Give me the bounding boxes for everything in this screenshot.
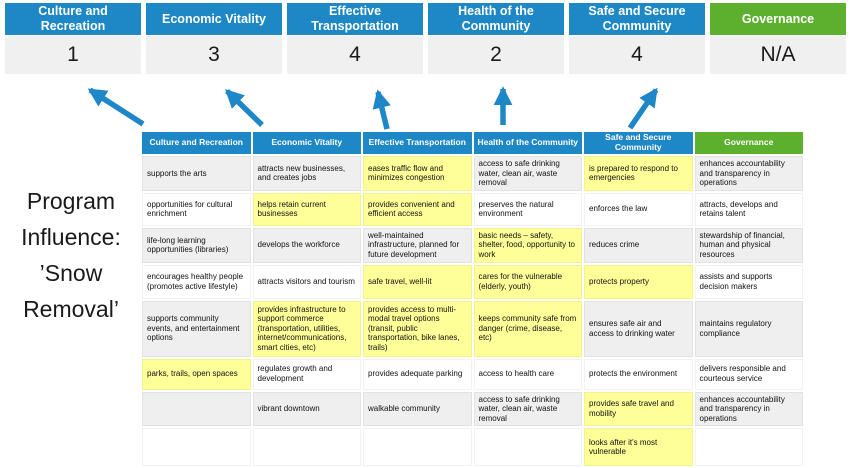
matrix-cell: opportunities for cultural enrichment <box>142 192 251 226</box>
matrix-cell: provides convenient and efficient access <box>363 192 472 226</box>
program-label-line: Program <box>26 188 116 214</box>
matrix-cell: cares for the vulnerable (elderly, youth… <box>473 264 582 299</box>
matrix-row: vibrant downtown walkable community access… <box>142 391 803 427</box>
summary-header-cell: Health of the Community <box>428 3 564 35</box>
program-label-line: ’Snow <box>39 260 103 286</box>
matrix-cell <box>142 428 251 467</box>
matrix-cell: access to safe drinking water, clean air… <box>473 391 582 427</box>
matrix-cell: provides infrastructure to support comme… <box>252 300 361 357</box>
summary-column: Culture and Recreation 1 <box>5 3 141 74</box>
matrix-row: looks after it's most vulnerable <box>142 428 803 467</box>
matrix-cell: access to health care <box>473 358 582 390</box>
summary-column: Effective Transportation 4 <box>287 3 423 74</box>
summary-score: N/A <box>710 36 846 74</box>
matrix-cell: parks, trails, open spaces <box>142 358 251 390</box>
matrix-cell: enforces the law <box>584 192 693 226</box>
summary-score: 3 <box>146 36 282 74</box>
matrix-cell: provides safe travel and mobility <box>584 391 693 427</box>
matrix-header-row: Culture and Recreation Economic Vitality E… <box>142 132 803 154</box>
up-arrow-transportation <box>372 89 391 130</box>
matrix-cell: is prepared to respond to emergencies <box>584 156 693 191</box>
matrix-cell: eases traffic flow and minimizes congest… <box>363 156 472 191</box>
summary-header-cell: Culture and Recreation <box>5 3 141 35</box>
summary-column: Governance N/A <box>710 3 846 74</box>
matrix-cell: ensures safe air and access to drinking … <box>584 300 693 357</box>
summary-column: Health of the Community 2 <box>428 3 564 74</box>
matrix-row: parks, trails, open spaces regulates grow… <box>142 358 803 390</box>
matrix-cell: keeps community safe from danger (crime,… <box>473 300 582 357</box>
matrix-header-cell: Governance <box>694 132 803 154</box>
matrix-cell: helps retain current businesses <box>252 192 361 226</box>
matrix-body: supports the arts attracts new businesses… <box>142 156 803 467</box>
summary-table: Culture and Recreation 1 Economic Vitality… <box>5 3 846 74</box>
matrix-header-cell: Effective Transportation <box>363 132 472 154</box>
matrix-cell <box>142 391 251 427</box>
matrix-cell: provides access to multi-modal travel op… <box>363 300 472 357</box>
matrix-row: supports the arts attracts new businesses… <box>142 156 803 191</box>
summary-header-cell: Effective Transportation <box>287 3 423 35</box>
matrix-cell: supports the arts <box>142 156 251 191</box>
matrix-row: encourages healthy people (promotes acti… <box>142 264 803 299</box>
program-influence-label: Program Influence: ’Snow Removal’ <box>0 183 142 327</box>
matrix-cell: attracts visitors and tourism <box>252 264 361 299</box>
summary-score: 1 <box>5 36 141 74</box>
matrix-cell: access to safe drinking water, clean air… <box>473 156 582 191</box>
matrix-header-cell: Health of the Community <box>473 132 582 154</box>
matrix-cell: assists and supports decision makers <box>694 264 803 299</box>
matrix-cell: walkable community <box>363 391 472 427</box>
matrix-cell: reduces crime <box>584 227 693 263</box>
program-label-line: Influence: <box>21 224 121 250</box>
program-label-line: Removal’ <box>23 296 119 322</box>
matrix-cell: supports community events, and entertain… <box>142 300 251 357</box>
summary-header-cell: Governance <box>710 3 846 35</box>
up-arrow-economic <box>225 89 264 127</box>
summary-score: 4 <box>287 36 423 74</box>
matrix-row: opportunities for cultural enrichment hel… <box>142 192 803 226</box>
matrix-row: life-long learning opportunities (librar… <box>142 227 803 263</box>
matrix-cell: attracts new businesses, and creates job… <box>252 156 361 191</box>
matrix-cell: maintains regulatory compliance <box>694 300 803 357</box>
matrix-cell: encourages healthy people (promotes acti… <box>142 264 251 299</box>
matrix-cell: enhances accountability and transparency… <box>694 156 803 191</box>
matrix-header-cell: Culture and Recreation <box>142 132 251 154</box>
summary-header-cell: Safe and Secure Community <box>569 3 705 35</box>
matrix-row: supports community events, and entertain… <box>142 300 803 357</box>
up-arrow-culture <box>87 87 145 127</box>
matrix-cell: basic needs – safety, shelter, food, opp… <box>473 227 582 263</box>
matrix-cell: looks after it's most vulnerable <box>584 428 693 467</box>
matrix-cell: safe travel, well-lit <box>363 264 472 299</box>
matrix-cell: regulates growth and development <box>252 358 361 390</box>
matrix-cell: stewardship of financial, human and phys… <box>694 227 803 263</box>
matrix-cell: enhances accountability and transparency… <box>694 391 803 427</box>
matrix-cell: provides adequate parking <box>363 358 472 390</box>
matrix-header-cell: Economic Vitality <box>252 132 361 154</box>
matrix-cell: vibrant downtown <box>252 391 361 427</box>
matrix-cell: well-maintained infrastructure, planned … <box>363 227 472 263</box>
matrix-cell <box>252 428 361 467</box>
matrix-cell <box>363 428 472 467</box>
summary-score: 4 <box>569 36 705 74</box>
matrix-cell: preserves the natural environment <box>473 192 582 226</box>
matrix-cell: attracts, develops and retains talent <box>694 192 803 226</box>
influence-matrix: Culture and Recreation Economic Vitality E… <box>140 130 805 468</box>
matrix-cell: life-long learning opportunities (librar… <box>142 227 251 263</box>
matrix-cell: delivers responsible and courteous servi… <box>694 358 803 390</box>
up-arrow-safe <box>627 87 659 130</box>
summary-score: 2 <box>428 36 564 74</box>
matrix-cell <box>694 428 803 467</box>
matrix-cell: protects the environment <box>584 358 693 390</box>
matrix-cell <box>473 428 582 467</box>
arrows-layer <box>87 86 659 130</box>
summary-column: Economic Vitality 3 <box>146 3 282 74</box>
matrix-cell: protects property <box>584 264 693 299</box>
summary-header-cell: Economic Vitality <box>146 3 282 35</box>
summary-column: Safe and Secure Community 4 <box>569 3 705 74</box>
matrix-cell: develops the workforce <box>252 227 361 263</box>
matrix-header-cell: Safe and Secure Community <box>584 132 693 154</box>
